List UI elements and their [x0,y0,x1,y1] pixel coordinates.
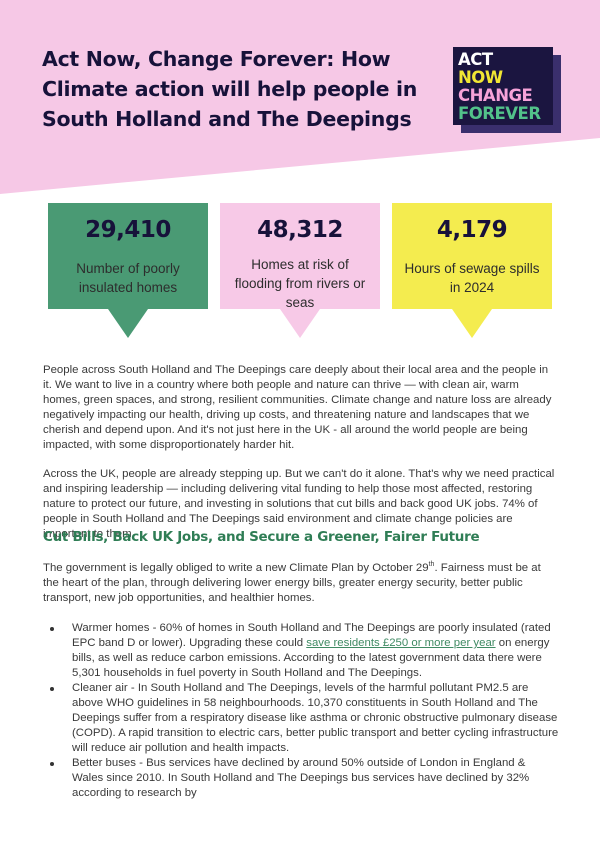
bullet-icon [50,687,54,691]
intro-paragraph: Across the UK, people are already steppi… [43,468,555,540]
benefits-list: Warmer homes - 60% of homes in South Hol… [43,621,559,801]
list-item: Cleaner air - In South Holland and The D… [43,681,559,756]
stat-label: Number of poorly insulated homes [76,261,180,295]
stat-card-insulated-homes: 29,410 Number of poorly insulated homes [48,203,208,338]
bullet-text: - Bus services have declined by around 5… [72,757,530,799]
section-heading: Cut Bills, Back UK Jobs, and Secure a Gr… [43,529,480,545]
bullet-icon [50,627,54,631]
stat-number: 48,312 [257,217,343,243]
logo-line-change: CHANGE [458,86,533,105]
stat-card-shape [392,203,552,338]
logo-line-now: NOW [458,68,503,87]
stat-label: Hours of sewage spills in 2024 [404,261,540,295]
stat-number: 29,410 [85,217,171,243]
stat-number: 4,179 [436,217,508,243]
intro-paragraph: People across South Holland and The Deep… [43,364,552,451]
lead-superscript: th [428,561,435,569]
page-title: Act Now, Change Forever: How Climate act… [42,47,418,131]
logo-block: ACT NOW CHANGE FOREVER [453,47,553,125]
bullet-text-continued: on energy bills, as well as reduce carbo… [72,637,550,679]
logo-line-act: ACT [458,50,493,69]
list-item: Better buses - Bus services have decline… [43,756,559,801]
list-item: Warmer homes - 60% of homes in South Hol… [43,621,559,681]
logo-line-forever: FOREVER [458,104,541,123]
lead-paragraph: The government is legally obliged to wri… [43,561,559,606]
intro-section: People across South Holland and The Deep… [43,363,559,556]
header-background [0,0,600,194]
stat-card-shape [48,203,208,338]
bullet-term: Warmer homes [72,622,150,634]
bullet-icon [50,762,54,766]
bullet-text: - 60% of homes in South Holland and The … [72,622,551,649]
stat-card-shape [220,203,380,338]
lead-text-continued: . Fairness must be at the heart of the p… [43,562,541,604]
stat-label: Homes at risk of flooding from rivers or… [234,257,366,310]
stat-card-sewage-spills: 4,179 Hours of sewage spills in 2024 [392,203,552,338]
climate-plan-section: The government is legally obliged to wri… [43,561,559,801]
act-now-change-forever-logo: ACT NOW CHANGE FOREVER [453,47,561,133]
bullet-term: Better buses [72,757,136,769]
bullet-text: - In South Holland and The Deepings, lev… [72,682,559,754]
stat-card-flood-risk: 48,312 Homes at risk of flooding from ri… [220,203,380,338]
lead-text: The government is legally obliged to wri… [43,562,429,574]
header-pink-shape [0,0,600,194]
savings-link[interactable]: save residents £250 or more per year [306,637,496,649]
bullet-term: Cleaner air [72,682,128,694]
